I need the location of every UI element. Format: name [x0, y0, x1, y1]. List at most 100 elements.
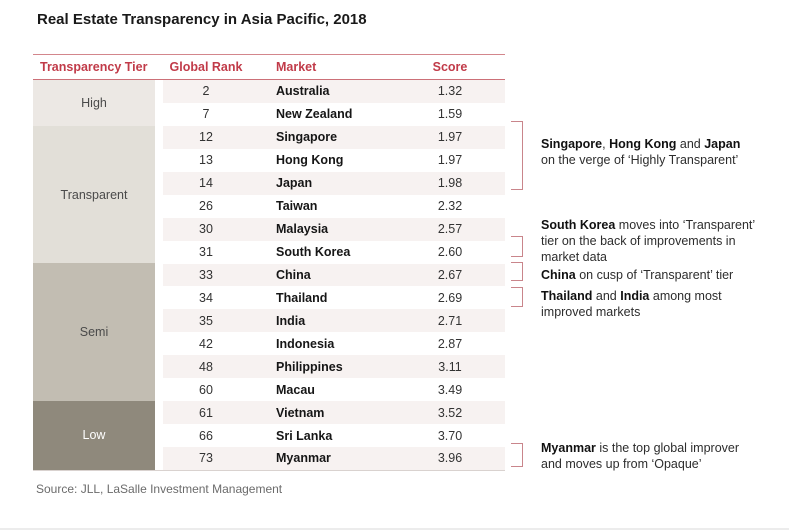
table-row: 26 Taiwan 2.32	[163, 195, 505, 218]
text-segment: among most	[649, 289, 722, 303]
annotation-line: improved markets	[541, 304, 722, 320]
text-segment: Singapore	[541, 137, 603, 151]
text-segment: ,	[602, 137, 610, 151]
score-cell: 1.97	[437, 153, 463, 168]
rank-cell: 14	[199, 176, 213, 191]
tier-cell-low: Low	[33, 401, 155, 470]
bracket-china	[511, 262, 523, 281]
rank-cell: 66	[199, 428, 213, 443]
table-row: 30 Malaysia 2.57	[163, 217, 505, 241]
text-segment: Myanmar	[541, 441, 596, 455]
rank-cell: 35	[199, 313, 213, 328]
text-segment: tier on the back of improvements in	[541, 234, 736, 248]
table-row: 60 Macau 3.49	[163, 378, 505, 401]
table-row: 14 Japan 1.98	[163, 171, 505, 195]
annotation-line: South Korea moves into ‘Transparent’	[541, 217, 755, 233]
text-segment: and moves up from ‘Opaque’	[541, 457, 702, 471]
annotation-line: Myanmar is the top global improver	[541, 440, 739, 456]
rank-cell: 12	[199, 130, 213, 145]
header-score: Score	[432, 60, 468, 74]
market-cell: Hong Kong	[276, 153, 344, 168]
text-segment: and	[592, 289, 621, 303]
text-segment: market data	[541, 250, 608, 264]
score-cell: 2.71	[437, 313, 463, 328]
table-row: 31 South Korea 2.60	[163, 241, 505, 264]
rank-cell: 33	[199, 267, 213, 282]
column-gutter	[155, 80, 163, 470]
score-cell: 1.98	[437, 176, 463, 191]
annotation-line: tier on the back of improvements in	[541, 233, 755, 249]
transparency-table: Transparency Tier Global Rank Market Sco…	[33, 54, 505, 471]
text-segment: and	[676, 137, 705, 151]
table-row: 7 New Zealand 1.59	[163, 103, 505, 126]
score-cell: 3.96	[437, 451, 463, 466]
table-row: 61 Vietnam 3.52	[163, 401, 505, 425]
annotation-singapore-hongkong-japan: Singapore, Hong Kong and Japan on the ve…	[541, 136, 740, 168]
table-body: High Transparent Semi Low 2 Australia 1.…	[33, 80, 505, 471]
table-row: 35 India 2.71	[163, 309, 505, 333]
text-segment: is the top global improver	[595, 441, 740, 455]
rank-cell: 7	[202, 107, 210, 122]
market-cell: Japan	[276, 176, 313, 191]
header-market: Market	[276, 60, 317, 74]
table-row: 42 Indonesia 2.87	[163, 332, 505, 355]
market-cell: Vietnam	[276, 405, 325, 420]
score-cell: 3.70	[437, 428, 463, 443]
table-row: 73 Myanmar 3.96	[163, 447, 505, 470]
rank-cell: 48	[199, 359, 213, 374]
annotation-line: market data	[541, 249, 755, 265]
market-cell: Macau	[276, 382, 315, 397]
score-cell: 1.97	[437, 130, 463, 145]
source-note: Source: JLL, LaSalle Investment Manageme…	[36, 482, 283, 496]
table-header-row: Transparency Tier Global Rank Market Sco…	[33, 54, 505, 80]
market-cell: India	[276, 313, 306, 328]
score-cell: 2.57	[437, 222, 463, 237]
annotation-line: Singapore, Hong Kong and Japan	[541, 136, 740, 152]
rank-cell: 13	[199, 153, 213, 168]
score-cell: 2.69	[437, 290, 463, 305]
annotation-myanmar: Myanmar is the top global improver and m…	[541, 440, 739, 472]
rank-cell: 31	[199, 245, 213, 260]
rank-cell: 2	[202, 84, 210, 99]
annotation-line: Thailand and India among most	[541, 288, 722, 304]
text-segment: Thailand	[541, 289, 593, 303]
text-segment: Hong Kong	[609, 137, 677, 151]
page-title: Real Estate Transparency in Asia Pacific…	[37, 11, 367, 28]
rank-cell: 73	[199, 451, 213, 466]
header-global-rank: Global Rank	[169, 60, 243, 74]
score-cell: 1.32	[437, 84, 463, 99]
annotation-line: and moves up from ‘Opaque’	[541, 456, 739, 472]
score-cell: 2.67	[437, 267, 463, 282]
score-cell: 1.59	[437, 107, 463, 122]
tier-column: High Transparent Semi Low	[33, 80, 155, 470]
text-segment: improved markets	[541, 305, 641, 319]
table-row: 48 Philippines 3.11	[163, 355, 505, 379]
bracket-thailand-india	[511, 287, 523, 307]
score-cell: 3.49	[437, 382, 463, 397]
rank-cell: 30	[199, 222, 213, 237]
score-cell: 2.32	[437, 199, 463, 214]
market-cell: Philippines	[276, 359, 343, 374]
annotation-south-korea: South Korea moves into ‘Transparent’ tie…	[541, 217, 755, 265]
market-cell: Singapore	[276, 130, 338, 145]
text-segment: China	[541, 268, 576, 282]
rank-cell: 60	[199, 382, 213, 397]
text-segment: South Korea	[541, 218, 616, 232]
table-row: 34 Thailand 2.69	[163, 286, 505, 309]
rank-cell: 61	[199, 405, 213, 420]
tier-cell-transparent: Transparent	[33, 125, 155, 264]
table-row: 12 Singapore 1.97	[163, 125, 505, 149]
market-cell: South Korea	[276, 245, 351, 260]
data-rows: 2 Australia 1.32 7 New Zealand 1.59 12 S…	[163, 80, 505, 470]
score-cell: 2.60	[437, 245, 463, 260]
market-cell: Australia	[276, 84, 330, 99]
market-cell: Taiwan	[276, 199, 318, 214]
tier-cell-high: High	[33, 80, 155, 126]
bracket-south-korea	[511, 236, 523, 257]
table-row: 33 China 2.67	[163, 263, 505, 287]
table-row: 13 Hong Kong 1.97	[163, 149, 505, 172]
rank-cell: 34	[199, 290, 213, 305]
tier-cell-semi: Semi	[33, 263, 155, 402]
market-cell: New Zealand	[276, 107, 353, 122]
